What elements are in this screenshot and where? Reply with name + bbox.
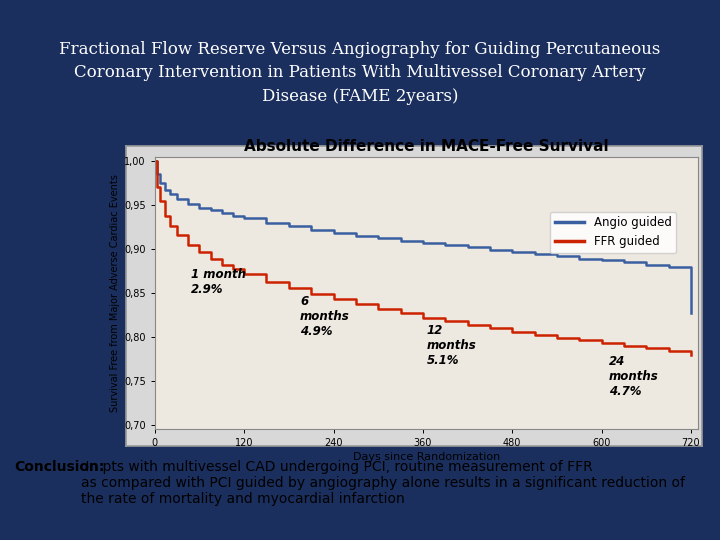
Text: Conclusion:: Conclusion: [14,460,105,474]
Text: 6
months
4.9%: 6 months 4.9% [300,295,350,338]
Text: 1 month
2.9%: 1 month 2.9% [191,268,246,296]
Text: 24
months
4.7%: 24 months 4.7% [609,355,659,399]
Y-axis label: Survival Free from Major Adverse Cardiac Events: Survival Free from Major Adverse Cardiac… [110,174,120,412]
Title: Absolute Difference in MACE-Free Survival: Absolute Difference in MACE-Free Surviva… [244,139,609,154]
Legend: Angio guided, FFR guided: Angio guided, FFR guided [550,212,676,253]
X-axis label: Days since Randomization: Days since Randomization [353,453,500,462]
Text: 12
months
5.1%: 12 months 5.1% [426,324,477,367]
Text: Fractional Flow Reserve Versus Angiography for Guiding Percutaneous
Coronary Int: Fractional Flow Reserve Versus Angiograp… [59,41,661,105]
Text: In pts with multivessel CAD undergoing PCI, routine measurement of FFR
as compar: In pts with multivessel CAD undergoing P… [81,460,685,506]
